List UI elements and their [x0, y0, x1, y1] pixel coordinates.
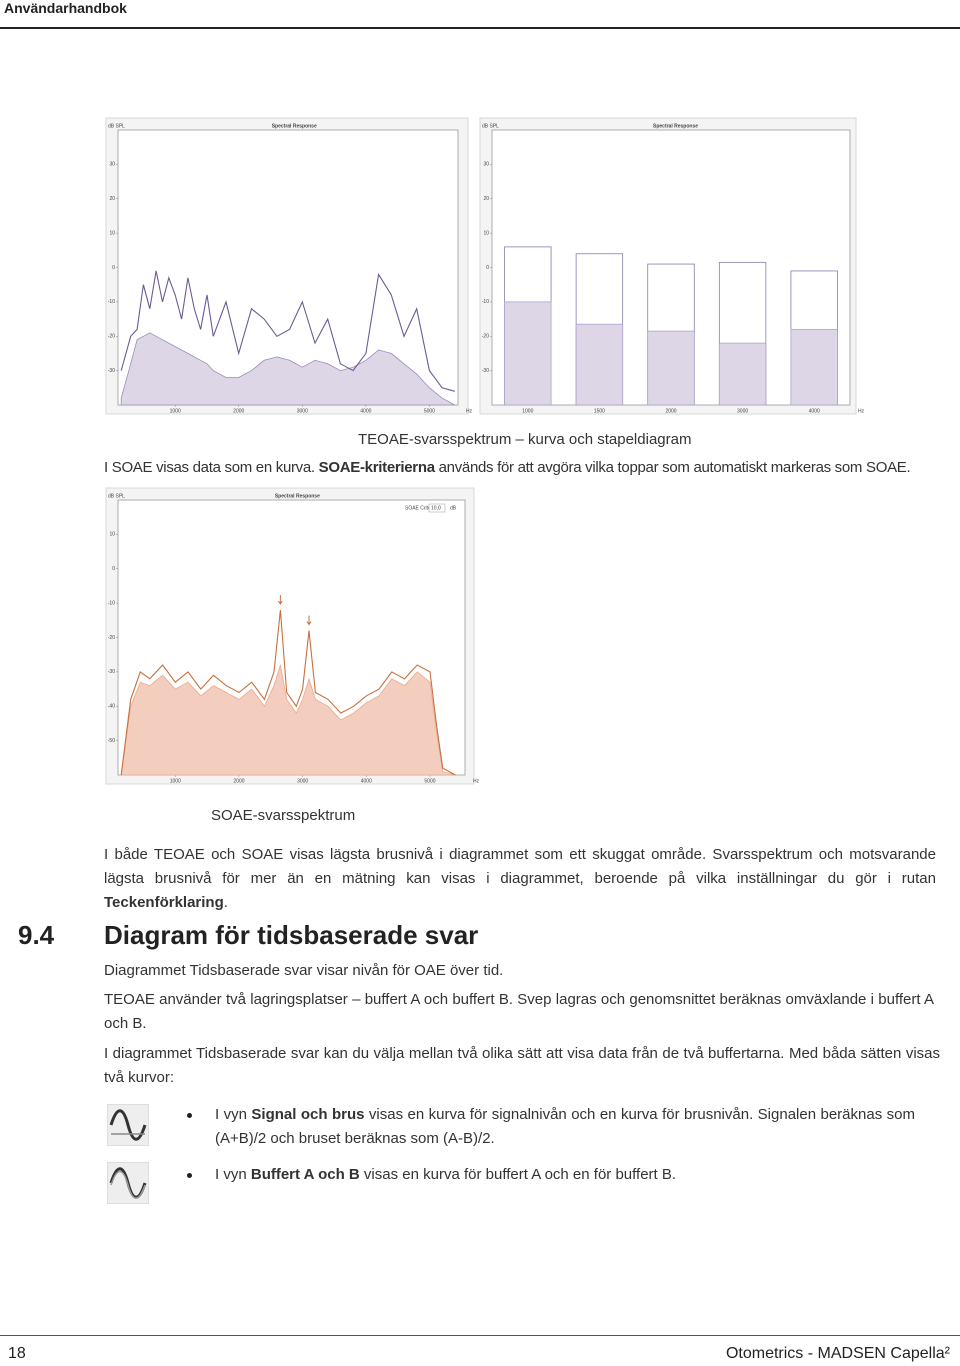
section-title: Diagram för tidsbaserade svar — [104, 920, 479, 950]
y-axis-label: dB SPL — [108, 123, 125, 129]
y-tick-label: 0 — [486, 265, 489, 271]
x-tick-label: 5000 — [424, 778, 435, 784]
text: I både TEOAE och SOAE visas lägsta brusn… — [104, 846, 936, 887]
noise-area — [120, 664, 456, 776]
x-tick-label: 4000 — [360, 408, 371, 414]
y-tick-label: 20 — [483, 196, 489, 202]
x-tick-label: 1000 — [170, 778, 181, 784]
text: visas en kurva för signalnivån och en ku… — [215, 1106, 915, 1147]
x-tick-label: 3000 — [297, 408, 308, 414]
x-axis-label: Hz — [473, 778, 480, 784]
chart-title: Spectral Response — [275, 493, 320, 499]
noise-area — [120, 332, 455, 406]
x-tick-label: 1000 — [170, 408, 181, 414]
chart-title: Spectral Response — [272, 123, 317, 129]
buffer-icon — [107, 1162, 149, 1204]
criteria-label: SOAE Criteria — [405, 505, 437, 511]
bullet-text: I vyn Buffert A och B visas en kurva för… — [215, 1163, 676, 1187]
bullet — [187, 1113, 192, 1118]
y-tick-label: -20 — [482, 334, 489, 340]
x-tick-label: 5000 — [424, 408, 435, 414]
text: I vyn — [215, 1166, 251, 1183]
y-tick-label: 10 — [109, 532, 115, 538]
chart-title: Spectral Response — [653, 123, 698, 129]
noise-bar — [504, 301, 552, 406]
text: används för att avgöra vilka toppar som … — [434, 459, 911, 476]
y-tick-label: -20 — [108, 635, 115, 641]
y-tick-label: -30 — [482, 368, 489, 374]
y-tick-label: 10 — [483, 230, 489, 236]
x-axis-label: Hz — [466, 408, 473, 414]
x-tick-label: 3000 — [297, 778, 308, 784]
x-tick-label: 1500 — [594, 408, 605, 414]
paragraph: I diagrammet Tidsbaserade svar kan du vä… — [104, 1045, 940, 1086]
text: I SOAE visas data som en kurva. — [104, 459, 319, 476]
signal-noise-icon — [107, 1104, 149, 1146]
footer-rule — [0, 1335, 960, 1336]
x-tick-label: 2000 — [665, 408, 676, 414]
y-tick-label: -30 — [108, 669, 115, 675]
y-tick-label: -40 — [108, 704, 115, 710]
product-name: Otometrics - MADSEN Capella² — [725, 1345, 950, 1362]
page-number: 18 — [8, 1345, 26, 1362]
text: . — [223, 894, 228, 911]
x-tick-label: 4000 — [809, 408, 820, 414]
caption: TEOAE-svarsspektrum – kurva och stapeldi… — [358, 431, 692, 448]
y-axis-label: dB SPL — [482, 123, 499, 129]
criteria-unit: dB — [450, 505, 457, 511]
noise-bar — [647, 330, 695, 406]
paragraph: TEOAE använder två lagringsplatser – buf… — [104, 991, 934, 1032]
bullet-text: I vyn Signal och brus visas en kurva för… — [215, 1103, 915, 1151]
y-tick-label: -20 — [108, 334, 115, 340]
y-tick-label: -10 — [108, 600, 115, 606]
bold-text: SOAE-kriterierna — [318, 459, 435, 476]
x-tick-label: 4000 — [361, 778, 372, 784]
header-rule — [0, 27, 960, 29]
x-tick-label: 3000 — [737, 408, 748, 414]
y-tick-label: 0 — [112, 265, 115, 271]
paragraph: I både TEOAE och SOAE visas lägsta brusn… — [104, 843, 936, 915]
x-axis-label: Hz — [858, 408, 865, 414]
soae-marker — [306, 615, 312, 626]
header-title: Användarhandbok — [4, 0, 127, 16]
soae-marker — [277, 595, 283, 605]
x-tick-label: 2000 — [233, 408, 244, 414]
y-tick-label: -30 — [108, 368, 115, 374]
y-tick-label: 0 — [112, 566, 115, 572]
y-tick-label: 10 — [109, 230, 115, 236]
y-tick-label: 30 — [483, 162, 489, 168]
y-tick-label: -10 — [482, 299, 489, 305]
response-line — [120, 609, 456, 776]
response-line — [120, 270, 455, 392]
noise-bar — [718, 342, 767, 406]
paragraph: Diagrammet Tidsbaserade svar visar nivån… — [104, 962, 504, 979]
bullet — [187, 1173, 192, 1178]
section-number: 9.4 — [18, 920, 55, 950]
bold-text: Teckenförklaring — [104, 894, 224, 911]
y-tick-label: -50 — [108, 738, 115, 744]
criteria-value: 10,0 — [431, 505, 441, 511]
bold-text: Signal och brus — [251, 1106, 365, 1123]
paragraph: I SOAE visas data som en kurva. SOAE-kri… — [104, 456, 911, 480]
y-tick-label: 30 — [109, 162, 115, 168]
criteria-input — [428, 503, 446, 513]
x-tick-label: 2000 — [233, 778, 244, 784]
x-tick-label: 1000 — [522, 408, 533, 414]
caption: SOAE-svarsspektrum — [211, 807, 356, 824]
bold-text: Buffert A och B — [250, 1166, 360, 1183]
noise-bar — [790, 328, 838, 406]
y-axis-label: dB SPL — [108, 493, 125, 499]
y-tick-label: -10 — [108, 299, 115, 305]
text: I vyn — [215, 1106, 252, 1123]
noise-bar — [575, 323, 624, 406]
text: visas en kurva för buffert A och en för … — [359, 1166, 677, 1183]
y-tick-label: 20 — [109, 196, 115, 202]
